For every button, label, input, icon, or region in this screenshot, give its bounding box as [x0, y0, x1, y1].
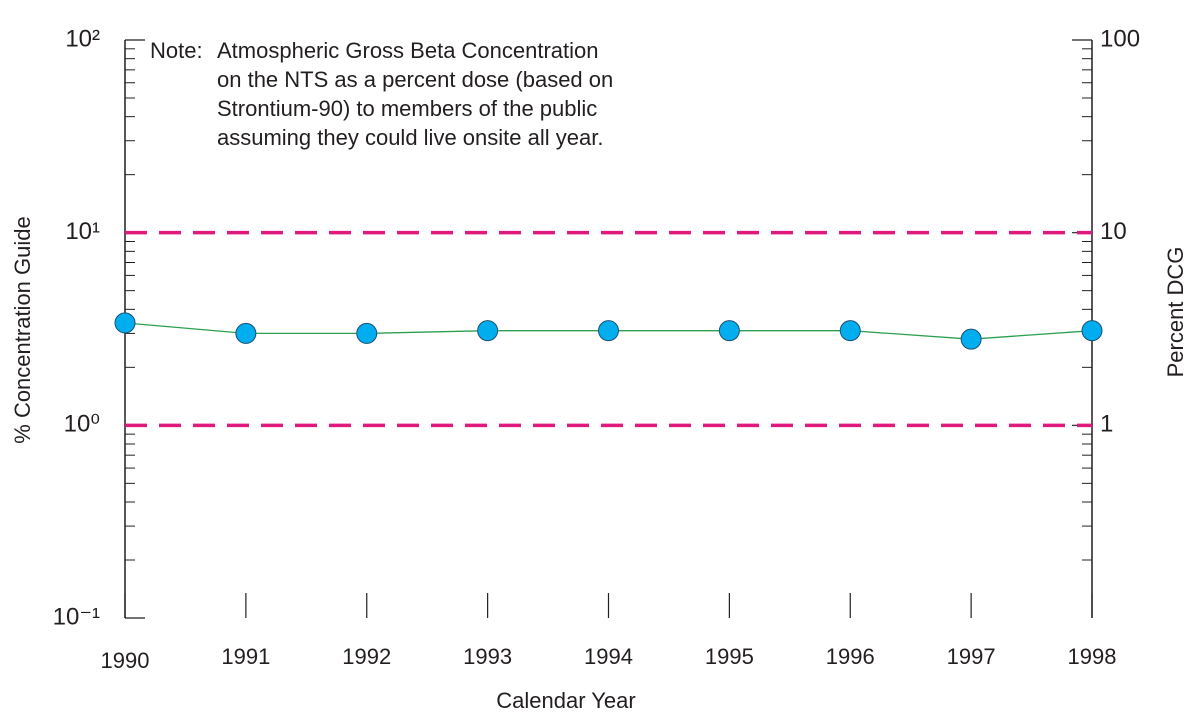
annotation-line: assuming they could live onsite all year…	[217, 125, 603, 150]
y-tick-label: 10⁰	[64, 411, 100, 438]
x-tick-label: 1997	[947, 644, 996, 669]
x-axis-label: Calendar Year	[496, 688, 635, 713]
data-point	[477, 320, 499, 342]
y2-tick-label: 100	[1100, 25, 1140, 52]
annotation-prefix: Note:	[150, 38, 203, 63]
annotation-line: on the NTS as a percent dose (based on	[217, 67, 613, 92]
data-point	[718, 320, 740, 342]
y-axis-label: % Concentration Guide	[10, 216, 35, 443]
data-point	[960, 328, 982, 350]
y2-axis-label: Percent DCG	[1163, 247, 1188, 378]
x-tick-label: 1993	[463, 644, 512, 669]
data-point	[1081, 320, 1103, 342]
y-tick-label: 10¹	[65, 218, 100, 245]
y2-tick-label: 1	[1100, 411, 1113, 438]
x-tick-label: 1992	[342, 644, 391, 669]
data-point	[235, 322, 257, 344]
y2-tick-label: 10	[1100, 218, 1127, 245]
data-point	[356, 322, 378, 344]
x-tick-label: 1991	[221, 644, 270, 669]
x-tick-label: 1990	[101, 648, 150, 673]
annotation-line: Atmospheric Gross Beta Concentration	[217, 38, 599, 63]
data-point	[598, 320, 619, 342]
data-point	[114, 312, 136, 334]
x-tick-label: 1998	[1068, 644, 1117, 669]
data-point	[839, 320, 861, 342]
y-tick-label: 10²	[65, 25, 100, 52]
x-tick-label: 1996	[826, 644, 875, 669]
annotation-line: Strontium-90) to members of the public	[217, 96, 597, 121]
x-tick-label: 1995	[705, 644, 754, 669]
x-tick-label: 1994	[584, 644, 633, 669]
y-tick-label: 10⁻¹	[53, 603, 100, 630]
